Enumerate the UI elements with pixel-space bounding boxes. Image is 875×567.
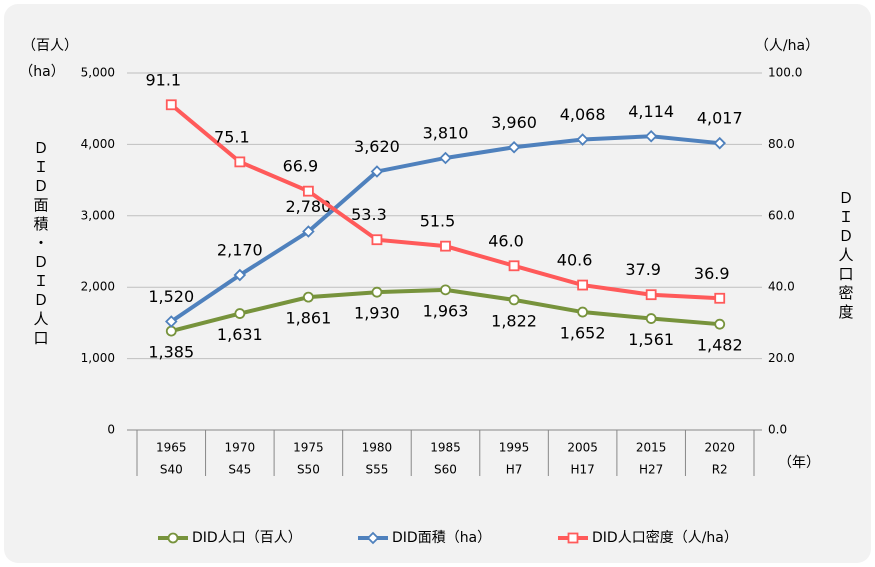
data-label: 1,652 <box>560 324 606 343</box>
legend-label: DID人口密度（人/ha） <box>592 529 738 546</box>
data-label: 4,017 <box>697 109 743 128</box>
data-point <box>576 133 589 146</box>
data-label: 3,810 <box>423 123 469 142</box>
data-point <box>644 129 658 143</box>
data-label: 3,620 <box>354 137 400 156</box>
data-point <box>165 315 178 328</box>
y-tick-label: 0 <box>107 423 115 437</box>
y-tick-label: 2,000 <box>81 280 115 294</box>
data-label: 46.0 <box>488 231 524 250</box>
data-label: 4,114 <box>628 102 674 121</box>
x-tick-label: H27 <box>639 463 663 477</box>
y2-tick-label: 100.0 <box>768 66 802 80</box>
data-point <box>440 284 451 296</box>
legend-marker <box>167 532 179 544</box>
data-point <box>577 279 589 291</box>
y2-tick-label: 20.0 <box>768 351 795 365</box>
y-tick-label: 4,000 <box>81 137 115 151</box>
data-label: 37.9 <box>625 260 661 279</box>
x-tick-label: H7 <box>506 463 523 477</box>
data-label: 4,068 <box>560 105 606 124</box>
data-point <box>234 308 246 319</box>
x-tick-label: 1985 <box>430 441 461 455</box>
x-tick-label: 2005 <box>567 441 598 455</box>
data-point <box>370 165 384 178</box>
data-point <box>440 240 451 252</box>
x-axis-label: （年） <box>778 455 820 471</box>
y-axis-label: ＤＩＤ面積・ＤＩＤ人口 <box>32 140 50 349</box>
y2-unit-label: （人/ha） <box>755 38 819 54</box>
data-point <box>508 294 520 306</box>
data-point <box>302 291 314 303</box>
x-tick-label: 1965 <box>156 441 187 455</box>
data-label: 91.1 <box>145 70 181 89</box>
data-point <box>233 268 247 282</box>
data-point <box>165 99 177 111</box>
legend-marker <box>366 531 380 545</box>
data-point <box>713 136 726 150</box>
x-tick-label: 2020 <box>704 441 735 455</box>
data-label: 1,930 <box>354 304 400 323</box>
data-label: 1,561 <box>628 330 674 349</box>
y2-tick-label: 60.0 <box>768 208 795 222</box>
data-label: 36.9 <box>694 264 730 283</box>
x-tick-label: S45 <box>228 463 251 477</box>
data-label: 1,861 <box>285 309 331 328</box>
chart-background <box>4 4 871 563</box>
data-point <box>508 260 520 272</box>
x-tick-label: H17 <box>570 463 594 477</box>
data-point <box>165 325 177 337</box>
data-label: 1,631 <box>217 325 263 344</box>
x-tick-label: S40 <box>160 463 183 477</box>
legend-label: DID面積（ha） <box>392 530 491 546</box>
legend-marker <box>567 532 579 544</box>
x-tick-label: 1975 <box>293 441 324 455</box>
x-tick-label: 1970 <box>225 441 256 455</box>
y-unit-label: （百人） <box>22 38 78 54</box>
data-point <box>302 185 314 197</box>
data-point <box>371 234 383 246</box>
data-label: 1,963 <box>423 301 469 320</box>
data-point <box>714 292 726 304</box>
data-label: 1,385 <box>148 343 194 362</box>
x-tick-label: R2 <box>712 463 728 477</box>
data-point <box>371 286 383 298</box>
data-point <box>714 318 726 330</box>
x-tick-label: S50 <box>297 463 320 477</box>
data-point <box>577 306 589 318</box>
x-tick-label: S55 <box>365 463 388 477</box>
data-label: 1,482 <box>697 336 743 355</box>
x-tick-label: 1995 <box>499 441 530 455</box>
data-label: 53.3 <box>351 205 387 224</box>
y-tick-label: 5,000 <box>81 66 115 80</box>
x-tick-label: 1980 <box>362 441 393 455</box>
y-unit-label: （ha） <box>19 64 64 80</box>
data-label: 1,520 <box>148 287 194 306</box>
data-label: 51.5 <box>420 212 456 231</box>
data-label: 2,170 <box>217 241 263 260</box>
y2-axis-label: ＤＩＤ人口密度 <box>837 190 855 323</box>
data-label: 1,822 <box>491 311 537 330</box>
data-point <box>507 140 521 154</box>
data-point <box>645 313 657 324</box>
data-point <box>439 151 452 165</box>
x-tick-label: S60 <box>434 463 457 477</box>
y-tick-label: 3,000 <box>81 208 115 222</box>
y-tick-label: 1,000 <box>81 351 115 365</box>
data-point <box>645 289 657 301</box>
legend-label: DID人口（百人） <box>192 530 302 546</box>
data-point <box>234 156 246 168</box>
data-label: 2,780 <box>285 197 331 216</box>
data-label: 75.1 <box>214 127 250 146</box>
y2-tick-label: 80.0 <box>768 137 795 151</box>
y2-tick-label: 0.0 <box>768 423 787 437</box>
data-label: 40.6 <box>557 251 593 270</box>
x-tick-label: 2015 <box>636 441 667 455</box>
data-point <box>302 225 315 238</box>
data-label: 3,960 <box>491 113 537 132</box>
data-label: 66.9 <box>283 157 319 176</box>
y2-tick-label: 40.0 <box>768 280 795 294</box>
